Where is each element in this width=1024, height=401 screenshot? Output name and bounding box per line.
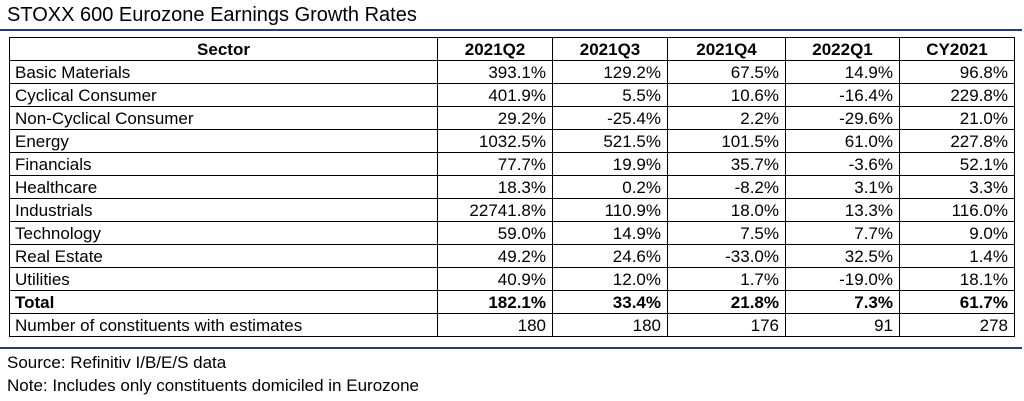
value-cell: 227.8% [899, 129, 1015, 153]
total-label: Total [9, 290, 438, 314]
value-cell: 5.5% [552, 83, 668, 107]
value-cell: 3.3% [899, 175, 1015, 199]
value-cell: 393.1% [437, 60, 553, 84]
value-cell: 96.8% [899, 60, 1015, 84]
value-cell: 13.3% [785, 198, 900, 222]
sector-cell: Non-Cyclical Consumer [9, 106, 438, 130]
sector-cell: Utilities [9, 267, 438, 291]
sector-cell: Healthcare [9, 175, 438, 199]
value-cell: 401.9% [437, 83, 553, 107]
table-row: Cyclical Consumer 401.9% 5.5% 10.6% -16.… [9, 83, 1015, 107]
value-cell: 52.1% [899, 152, 1015, 176]
value-cell: -19.0% [785, 267, 900, 291]
value-cell: 18.3% [437, 175, 553, 199]
value-cell: 1032.5% [437, 129, 553, 153]
value-cell: -33.0% [667, 244, 786, 268]
value-cell: 10.6% [667, 83, 786, 107]
value-cell: -29.6% [785, 106, 900, 130]
value-cell: 129.2% [552, 60, 668, 84]
value-cell: 0.2% [552, 175, 668, 199]
table-row: Industrials 22741.8% 110.9% 18.0% 13.3% … [9, 198, 1015, 222]
value-cell: -8.2% [667, 175, 786, 199]
table-row: Utilities 40.9% 12.0% 1.7% -19.0% 18.1% [9, 267, 1015, 291]
value-cell: 19.9% [552, 152, 668, 176]
column-header-2021q2: 2021Q2 [437, 37, 553, 61]
value-cell: 24.6% [552, 244, 668, 268]
value-cell: 32.5% [785, 244, 900, 268]
constituents-value-cell: 278 [899, 313, 1015, 337]
value-cell: 59.0% [437, 221, 553, 245]
column-header-2021q4: 2021Q4 [667, 37, 786, 61]
table-row: Technology 59.0% 14.9% 7.5% 7.7% 9.0% [9, 221, 1015, 245]
value-cell: -3.6% [785, 152, 900, 176]
table-row: Basic Materials 393.1% 129.2% 67.5% 14.9… [9, 60, 1015, 84]
value-cell: 21.0% [899, 106, 1015, 130]
column-header-cy2021: CY2021 [899, 37, 1015, 61]
value-cell: 3.1% [785, 175, 900, 199]
value-cell: 2.2% [667, 106, 786, 130]
total-value-cell: 7.3% [785, 290, 900, 314]
value-cell: 35.7% [667, 152, 786, 176]
value-cell: 18.1% [899, 267, 1015, 291]
sector-cell: Financials [9, 152, 438, 176]
value-cell: 22741.8% [437, 198, 553, 222]
column-header-2021q3: 2021Q3 [552, 37, 668, 61]
value-cell: 229.8% [899, 83, 1015, 107]
total-value-cell: 61.7% [899, 290, 1015, 314]
value-cell: 49.2% [437, 244, 553, 268]
value-cell: 14.9% [785, 60, 900, 84]
total-value-cell: 21.8% [667, 290, 786, 314]
value-cell: 12.0% [552, 267, 668, 291]
total-value-cell: 182.1% [437, 290, 553, 314]
table-row: Healthcare 18.3% 0.2% -8.2% 3.1% 3.3% [9, 175, 1015, 199]
sector-cell: Industrials [9, 198, 438, 222]
value-cell: 77.7% [437, 152, 553, 176]
table-row: Energy 1032.5% 521.5% 101.5% 61.0% 227.8… [9, 129, 1015, 153]
table-title: STOXX 600 Eurozone Earnings Growth Rates [7, 4, 417, 26]
sector-cell: Basic Materials [9, 60, 438, 84]
value-cell: 40.9% [437, 267, 553, 291]
sector-cell: Energy [9, 129, 438, 153]
domicile-note: Note: Includes only constituents domicil… [7, 376, 420, 395]
constituents-label: Number of constituents with estimates [9, 313, 438, 337]
source-note: Source: Refinitiv I/B/E/S data [7, 353, 227, 372]
value-cell: 1.4% [899, 244, 1015, 268]
value-cell: 101.5% [667, 129, 786, 153]
sector-cell: Cyclical Consumer [9, 83, 438, 107]
table-row: Real Estate 49.2% 24.6% -33.0% 32.5% 1.4… [9, 244, 1015, 268]
value-cell: 116.0% [899, 198, 1015, 222]
value-cell: 521.5% [552, 129, 668, 153]
value-cell: 18.0% [667, 198, 786, 222]
column-header-sector: Sector [9, 37, 438, 61]
column-header-2022q1: 2022Q1 [785, 37, 900, 61]
table-row: Financials 77.7% 19.9% 35.7% -3.6% 52.1% [9, 152, 1015, 176]
header-row: Sector 2021Q2 2021Q3 2021Q4 2022Q1 CY202… [9, 37, 1015, 61]
constituents-value-cell: 180 [437, 313, 553, 337]
value-cell: 1.7% [667, 267, 786, 291]
value-cell: 110.9% [552, 198, 668, 222]
sector-cell: Technology [9, 221, 438, 245]
value-cell: 61.0% [785, 129, 900, 153]
value-cell: 29.2% [437, 106, 553, 130]
value-cell: 9.0% [899, 221, 1015, 245]
value-cell: -16.4% [785, 83, 900, 107]
table-row: Non-Cyclical Consumer 29.2% -25.4% 2.2% … [9, 106, 1015, 130]
value-cell: 7.5% [667, 221, 786, 245]
earnings-growth-table: Sector 2021Q2 2021Q3 2021Q4 2022Q1 CY202… [9, 37, 1015, 337]
value-cell: -25.4% [552, 106, 668, 130]
total-row: Total 182.1% 33.4% 21.8% 7.3% 61.7% [9, 290, 1015, 314]
constituents-value-cell: 180 [552, 313, 668, 337]
value-cell: 7.7% [785, 221, 900, 245]
constituents-row: Number of constituents with estimates 18… [9, 313, 1015, 337]
value-cell: 67.5% [667, 60, 786, 84]
constituents-value-cell: 91 [785, 313, 900, 337]
title-divider [0, 29, 1022, 31]
footer-divider [0, 347, 1022, 349]
total-value-cell: 33.4% [552, 290, 668, 314]
value-cell: 14.9% [552, 221, 668, 245]
sector-cell: Real Estate [9, 244, 438, 268]
constituents-value-cell: 176 [667, 313, 786, 337]
